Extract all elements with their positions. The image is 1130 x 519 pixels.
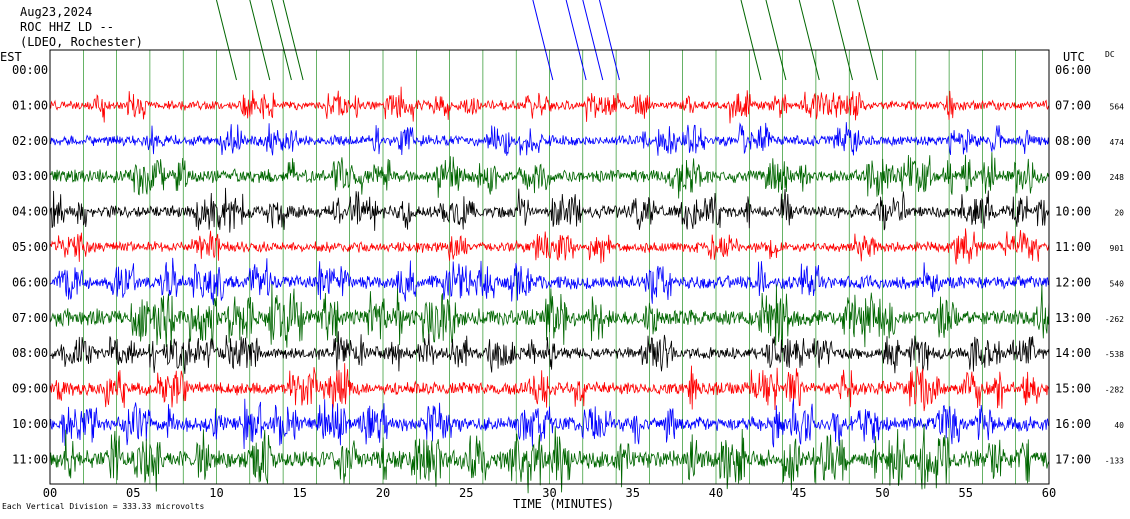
event-marker-line	[582, 0, 604, 81]
network-label: (LDEO, Rochester)	[20, 35, 143, 49]
event-marker-line	[216, 0, 237, 81]
utc-hour-label: 08:00	[1055, 134, 1091, 148]
trace-line	[49, 187, 1050, 233]
trace-line	[49, 284, 1050, 350]
x-tick-labels: 00 05 10 15 20 25 30 35 40 45 50 55 60	[43, 486, 1056, 500]
x-tick-label: 30	[542, 486, 556, 500]
utc-hour-label: 11:00	[1055, 240, 1091, 254]
est-hour-label: 00:00	[12, 63, 48, 77]
dc-offset-label: 248	[1110, 173, 1125, 182]
x-tick-label: 20	[376, 486, 390, 500]
dc-offset-label: 564	[1110, 102, 1125, 111]
x-tick-label: 50	[875, 486, 889, 500]
trace-line	[49, 152, 1050, 199]
x-tick-label: 00	[43, 486, 57, 500]
x-tick-label: 45	[792, 486, 806, 500]
x-axis-title: TIME (MINUTES)	[513, 497, 614, 511]
utc-hour-label: 16:00	[1055, 417, 1091, 431]
utc-hour-label: 10:00	[1055, 205, 1091, 219]
dc-offset-labels: 564 474 248 20 901 540 -262 -538 -282 40 -133	[1105, 102, 1124, 465]
utc-hour-label: 06:00	[1055, 63, 1091, 77]
trace-group	[49, 86, 1050, 494]
x-tick-label: 55	[959, 486, 973, 500]
dc-offset-label: 20	[1114, 209, 1124, 218]
x-tick-label: 25	[459, 486, 473, 500]
trace-line	[49, 122, 1050, 156]
dc-header-label: DC	[1105, 50, 1115, 59]
trace-line	[49, 423, 1050, 494]
utc-hour-label: 17:00	[1055, 452, 1091, 466]
x-tick-label: 15	[293, 486, 307, 500]
event-marker-line	[740, 0, 762, 81]
dc-offset-label: -538	[1105, 350, 1124, 359]
dc-offset-label: 901	[1110, 244, 1125, 253]
est-hour-label: 05:00	[12, 240, 48, 254]
trace-line	[49, 398, 1050, 450]
x-tick-label: 60	[1042, 486, 1056, 500]
utc-hour-labels: 06:00 07:00 08:00 09:00 10:00 11:00 12:00 13:00…	[1055, 63, 1091, 466]
dc-offset-label: 474	[1110, 138, 1125, 147]
trace-line	[49, 331, 1050, 374]
dc-offset-label: 540	[1110, 279, 1125, 288]
utc-hour-label: 12:00	[1055, 275, 1091, 289]
est-hour-label: 02:00	[12, 134, 48, 148]
x-tick-label: 05	[126, 486, 140, 500]
event-marker-line	[832, 0, 854, 81]
event-marker-line	[249, 0, 271, 81]
plot-frame	[49, 49, 1050, 485]
scale-note: Each Vertical Division = 333.33 microvol…	[2, 502, 204, 511]
utc-hour-label: 07:00	[1055, 98, 1091, 112]
trace-line	[49, 363, 1050, 412]
event-marker-line	[532, 0, 554, 81]
utc-hour-label: 09:00	[1055, 169, 1091, 183]
dc-offset-label: -282	[1105, 386, 1124, 395]
event-marker-line	[765, 0, 787, 81]
x-tick-label: 10	[209, 486, 223, 500]
utc-hour-label: 13:00	[1055, 311, 1091, 325]
event-marker-line	[598, 0, 620, 81]
est-hour-label: 03:00	[12, 169, 48, 183]
utc-zone-label: UTC	[1063, 50, 1085, 64]
est-zone-label: EST	[0, 50, 22, 64]
trace-line	[49, 257, 1050, 306]
x-tick-label: 35	[626, 486, 640, 500]
est-hour-label: 06:00	[12, 275, 48, 289]
est-hour-label: 07:00	[12, 311, 48, 325]
dc-offset-label: -262	[1105, 315, 1124, 324]
event-marker-line	[798, 0, 820, 81]
grid-lines	[49, 50, 1050, 484]
event-lines	[216, 0, 878, 81]
x-tick-label: 40	[709, 486, 723, 500]
est-hour-label: 08:00	[12, 346, 48, 360]
est-hour-label: 11:00	[12, 452, 48, 466]
est-hour-label: 01:00	[12, 98, 48, 112]
est-hour-label: 10:00	[12, 417, 48, 431]
event-marker-line	[282, 0, 304, 81]
event-marker-line	[270, 0, 292, 81]
trace-line	[49, 228, 1050, 265]
station-label: ROC HHZ LD --	[20, 20, 114, 34]
est-hour-label: 04:00	[12, 205, 48, 219]
date-label: Aug23,2024	[20, 5, 92, 19]
utc-hour-label: 14:00	[1055, 346, 1091, 360]
est-hour-labels: 00:00 01:00 02:00 03:00 04:00 05:00 06:00 07:00…	[12, 63, 48, 466]
event-marker-line	[857, 0, 878, 81]
dc-offset-label: -133	[1105, 456, 1124, 465]
dc-offset-label: 40	[1114, 421, 1124, 430]
est-hour-label: 09:00	[12, 382, 48, 396]
utc-hour-label: 15:00	[1055, 382, 1091, 396]
trace-line	[49, 86, 1050, 124]
event-marker-line	[565, 0, 587, 81]
